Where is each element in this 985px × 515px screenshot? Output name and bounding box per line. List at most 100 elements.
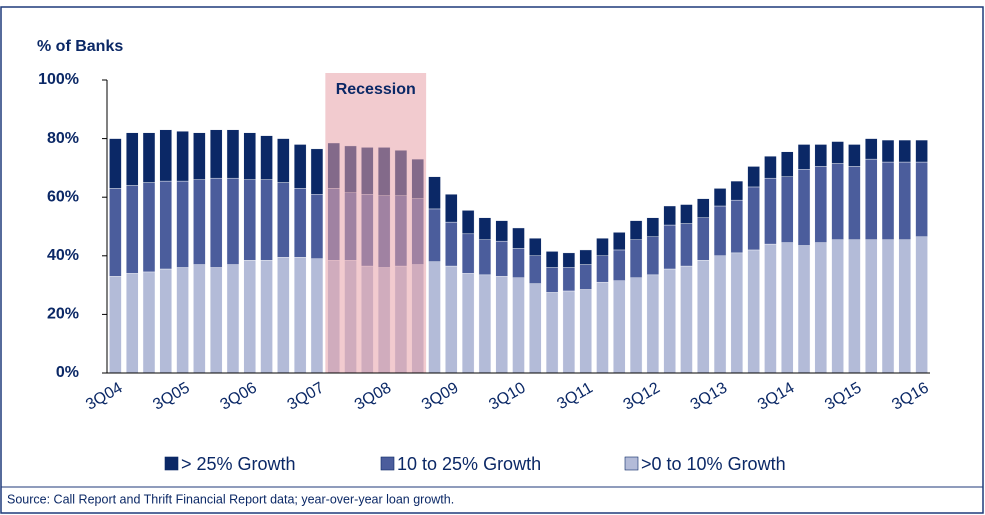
y-tick-label: 60%: [47, 188, 79, 205]
x-tick-label: 3Q05: [150, 379, 192, 413]
bar-segment: [125, 185, 139, 274]
bar-segment: [747, 166, 760, 188]
x-tick-label: 3Q13: [688, 379, 730, 413]
y-tick-label: 20%: [47, 306, 79, 323]
bar-segment: [848, 166, 861, 240]
bar-segment: [713, 205, 727, 257]
shade-label: Recession: [336, 81, 416, 98]
bar-segment: [797, 144, 811, 170]
bar-segment: [293, 257, 307, 374]
bar-segment: [176, 180, 189, 268]
bar-segment: [629, 220, 643, 240]
bar-segment: [512, 227, 525, 249]
x-tick-label: 3Q11: [554, 379, 595, 413]
bar-segment: [814, 166, 828, 243]
bar-segment: [579, 264, 592, 290]
bar-segment: [680, 204, 693, 224]
bar-segment: [310, 194, 324, 259]
bar-segment: [831, 239, 844, 374]
bar-segment: [613, 232, 626, 251]
bar-segment: [461, 273, 475, 374]
bar-segment: [680, 265, 693, 374]
bar-segment: [209, 267, 223, 374]
bar-segment: [814, 242, 828, 374]
bar-segment: [663, 224, 676, 270]
bar-segment: [293, 188, 307, 258]
bar-segment: [495, 240, 508, 277]
bar-segment: [260, 259, 273, 374]
bar-segment: [159, 180, 172, 270]
bar-segment: [831, 141, 844, 164]
bar-segment: [865, 239, 878, 374]
bar-segment: [125, 132, 139, 186]
bar-segment: [478, 217, 492, 240]
bar-segment: [176, 131, 189, 182]
bar-segment: [445, 194, 458, 223]
bar-segment: [478, 239, 492, 276]
bar-segment: [730, 252, 744, 374]
bar-segment: [848, 144, 861, 167]
frame: [0, 6, 984, 514]
bar-segment: [781, 242, 794, 374]
y-tick-label: 0%: [56, 364, 79, 381]
bar-segment: [663, 268, 676, 374]
bar-segment: [898, 161, 912, 240]
bar-segment: [562, 252, 576, 268]
legend-label: > 25% Growth: [181, 454, 296, 474]
bar-segment: [529, 283, 542, 374]
bar-segment: [680, 223, 693, 267]
bar-segment: [562, 267, 576, 292]
x-tick-label: 3Q12: [621, 379, 663, 413]
bar-segment: [159, 129, 172, 182]
bar-segment: [697, 217, 710, 261]
bar-segment: [445, 265, 458, 374]
bar-segment: [159, 268, 172, 374]
bar-segment: [529, 255, 542, 284]
bar-segment: [915, 236, 928, 374]
bar-segment: [713, 255, 727, 374]
bar-segment: [428, 208, 441, 262]
bar-segment: [713, 188, 727, 207]
bar-segment: [226, 264, 240, 374]
legend-label: >0 to 10% Growth: [641, 454, 786, 474]
bar-segment: [193, 132, 206, 180]
legend-swatch: [164, 456, 179, 471]
bar-segment: [629, 277, 643, 374]
bar-segment: [243, 132, 256, 180]
bar-segment: [797, 169, 811, 246]
bar-segment: [747, 186, 760, 251]
bar-segment: [109, 276, 122, 374]
bar-segment: [898, 139, 912, 163]
bar-segment: [512, 277, 525, 374]
bar-segment: [243, 259, 256, 374]
bar-segment: [445, 221, 458, 267]
bar-segment: [747, 249, 760, 374]
x-tick-label: 3Q14: [755, 379, 797, 413]
bar-segment: [109, 138, 122, 189]
bar-segment: [193, 264, 206, 374]
bar-segment: [881, 239, 895, 374]
bar-segment: [764, 177, 777, 245]
bar-segment: [646, 236, 660, 276]
bar-segment: [142, 182, 156, 273]
bar-segment: [545, 251, 559, 268]
bar-segment: [898, 239, 912, 374]
bar-segment: [310, 258, 324, 374]
x-tick-label: 3Q16: [889, 379, 931, 413]
y-tick-label: 80%: [47, 130, 79, 147]
bar-segment: [646, 217, 660, 237]
source: Source: Call Report and Thrift Financial…: [7, 492, 454, 506]
bar-segment: [915, 139, 928, 163]
legend-swatch: [624, 456, 639, 471]
bar-segment: [495, 276, 508, 374]
bar-segment: [814, 144, 828, 167]
bar-segment: [142, 271, 156, 374]
bar-segment: [428, 176, 441, 210]
bar-segment: [545, 267, 559, 293]
bar-segment: [831, 163, 844, 240]
x-tick-label: 3Q07: [285, 379, 327, 413]
x-tick-label: 3Q15: [822, 379, 864, 413]
bar-segment: [176, 267, 189, 374]
bar-segment: [260, 179, 273, 261]
